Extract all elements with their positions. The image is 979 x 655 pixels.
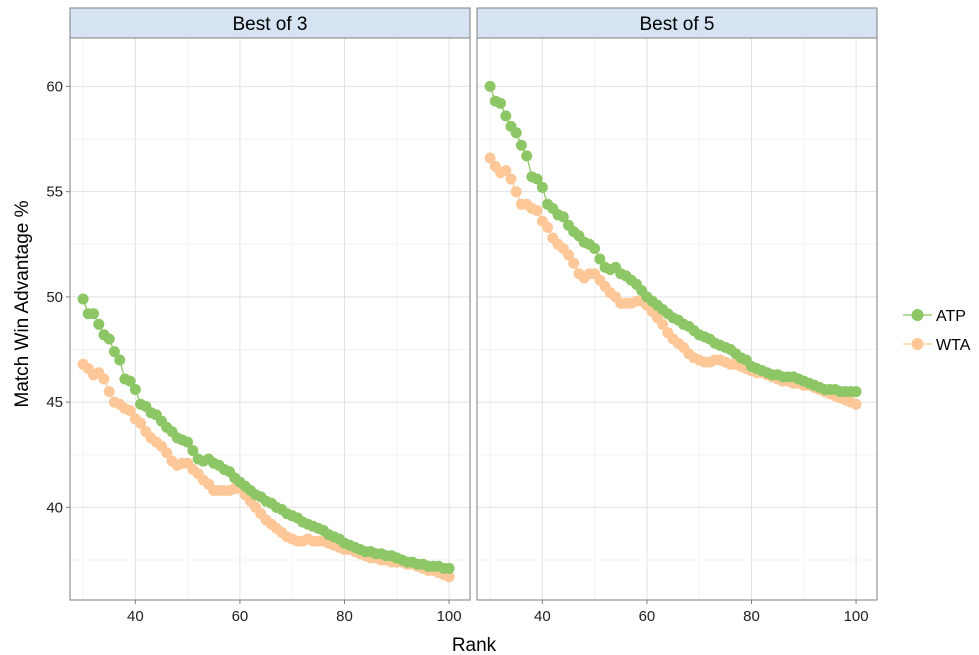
panel-strip: [69, 7, 471, 39]
y-tick-label: 40: [46, 499, 63, 516]
data-point-wta: [510, 186, 522, 198]
data-point-atp: [531, 173, 543, 185]
data-point-atp: [484, 80, 496, 92]
data-point-atp: [77, 293, 89, 305]
data-point-atp: [495, 97, 506, 109]
panel-border: [476, 37, 878, 601]
x-tick-label: 100: [437, 608, 462, 625]
data-point-wta: [542, 221, 554, 233]
data-point-atp: [850, 386, 862, 398]
data-point-atp: [108, 346, 120, 358]
data-point-atp: [88, 308, 99, 320]
x-tick-label: 60: [232, 608, 249, 625]
data-point-atp: [443, 562, 455, 574]
legend: ATP WTA: [903, 308, 971, 354]
data-point-wta: [103, 386, 115, 398]
x-tick-label: 60: [639, 608, 656, 625]
series-atp: [484, 80, 862, 398]
y-tick-label: 60: [46, 78, 63, 95]
data-point-atp: [114, 354, 126, 366]
panel-strip: [476, 7, 878, 39]
data-point-atp: [521, 150, 533, 162]
legend-label-atp: ATP: [936, 308, 966, 325]
data-point-wta: [161, 447, 173, 459]
data-point-wta: [531, 205, 543, 217]
data-point-atp: [182, 436, 194, 448]
data-point-wta: [568, 257, 580, 269]
y-tick-label: 50: [46, 289, 63, 306]
y-tick-label: 45: [46, 394, 63, 411]
x-tick-label: 80: [336, 608, 353, 625]
data-point-atp: [500, 110, 512, 122]
x-tick-label: 40: [534, 608, 551, 625]
panel-border: [69, 37, 471, 601]
panel-1: Best of 3 40 60 80 100 40 45 50 55 60: [46, 7, 471, 625]
x-tick-label: 100: [844, 608, 869, 625]
data-point-atp: [187, 445, 199, 457]
data-point-atp: [536, 181, 548, 193]
panels: Best of 3 40 60 80 100 40 45 50 55 60 Best of 5 40 6…: [46, 7, 878, 625]
data-point-wta: [505, 173, 517, 185]
data-point-wta: [443, 571, 455, 583]
data-point-atp: [515, 139, 527, 151]
data-point-wta: [850, 398, 862, 410]
series-atp: [77, 293, 455, 574]
data-point-atp: [124, 375, 136, 387]
data-point-atp: [129, 384, 141, 395]
data-point-atp: [557, 211, 569, 223]
legend-label-wta: WTA: [936, 337, 971, 354]
x-tick-label: 40: [127, 608, 144, 625]
x-axis-title: Rank: [452, 635, 497, 655]
data-point-wta: [98, 373, 110, 385]
data-point-atp: [103, 333, 115, 345]
panel-title: Best of 3: [233, 14, 308, 35]
data-point-atp: [594, 253, 606, 265]
panel-2: Best of 5 40 60 80 100: [476, 7, 878, 625]
data-point-atp: [93, 318, 105, 330]
data-point-wta: [484, 152, 496, 164]
data-point-wta: [135, 417, 147, 429]
panel-title: Best of 5: [640, 14, 715, 35]
data-point-atp: [589, 243, 601, 254]
data-point-wta: [500, 165, 512, 177]
data-point-wta: [563, 249, 574, 261]
legend-item-atp: ATP: [903, 308, 966, 325]
data-point-wta: [124, 405, 136, 417]
x-tick-label: 80: [743, 608, 760, 625]
data-point-atp: [510, 127, 522, 139]
legend-key-point-wta: [911, 338, 924, 350]
data-point-wta: [657, 318, 669, 330]
legend-key-point-atp: [911, 309, 924, 321]
legend-item-wta: WTA: [903, 337, 971, 354]
plot-background: [70, 38, 470, 600]
y-tick-label: 55: [46, 184, 63, 201]
y-axis-title: Match Win Advantage %: [12, 200, 33, 407]
